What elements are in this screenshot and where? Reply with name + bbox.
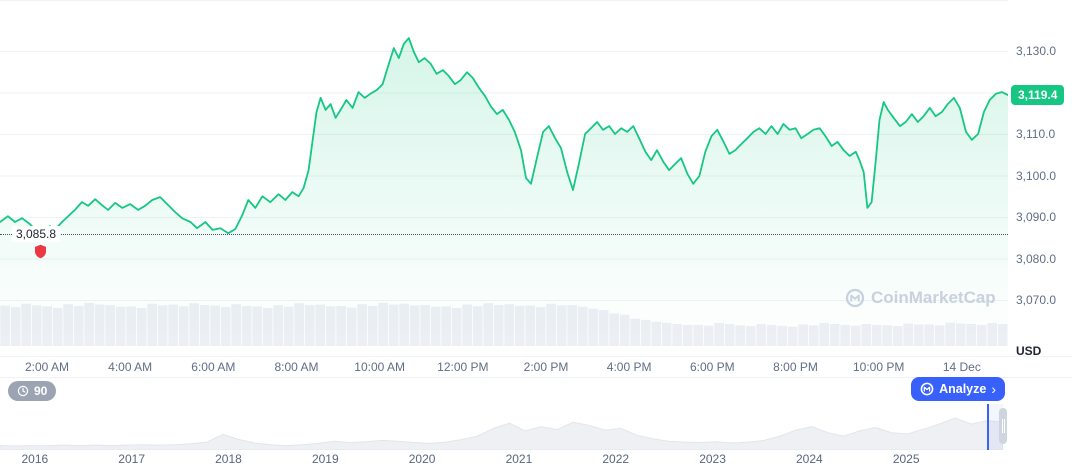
navigator-chart[interactable] [0,404,1003,450]
section-divider [0,377,1072,378]
y-axis[interactable]: 3,119.4 USD 3,130.0 3,110.0 3,100.0 3,090.0… [1008,0,1072,358]
navigator-area [0,417,1003,450]
analyze-button[interactable]: Analyze › [911,377,1005,401]
y-axis-label: 3,080.0 [1016,251,1057,266]
navigator-year-label: 2017 [118,452,145,466]
x-axis-label: 6:00 AM [191,360,236,374]
x-axis-label: 6:00 PM [689,360,735,374]
currency-label: USD [1016,344,1042,358]
navigator-year-label: 2022 [602,452,630,466]
navigator-year-label: 2024 [796,452,823,466]
price-line [0,37,1008,235]
navigator-year-label: 2023 [699,452,726,466]
x-axis-label: 4:00 PM [606,360,652,374]
navigator-year-label: 2020 [408,452,436,466]
watermark-text: CoinMarketCap [871,288,996,307]
x-axis-label: 2:00 PM [523,360,569,374]
x-axis-label: 4:00 AM [108,360,153,374]
reference-price-line [0,234,1008,236]
navigator-year-label: 2019 [311,452,339,466]
x-axis-label: 10:00 PM [852,360,905,374]
coinmarketcap-logo-icon [845,288,865,308]
current-price-badge: 3,119.4 [1011,84,1065,105]
navigator-year-labels: 2016 2017 2018 2019 2020 2021 2022 2023 2024 2025 [0,452,1008,468]
x-axis-label: 14 Dec [942,360,981,374]
x-axis-label: 2:00 AM [24,360,69,374]
y-axis-label: 3,130.0 [1016,44,1057,58]
y-axis-label: 3,070.0 [1016,293,1057,307]
navigator-year-label: 2021 [505,452,533,466]
y-axis-label: 3,100.0 [1016,168,1057,183]
y-axis-label: 3,090.0 [1016,210,1057,224]
x-axis[interactable]: 2:00 AM 4:00 AM 6:00 AM 8:00 AM 10:00 AM 12:0… [0,360,1008,376]
price-area [0,38,1008,346]
navigator-scrollbar-handle[interactable] [999,408,1007,444]
x-axis-label: 12:00 PM [437,360,489,374]
history-count: 90 [34,384,48,398]
price-chart[interactable]: 3,085.8 CoinMarketCap [0,0,1008,355]
axis-divider [0,356,1072,357]
x-axis-label: 8:00 AM [274,360,319,374]
analyze-label: Analyze [939,382,987,396]
watermark: CoinMarketCap [845,288,996,308]
navigator-year-label: 2025 [892,452,920,466]
history-clock-icon [17,385,29,397]
navigator-year-label: 2016 [21,452,49,466]
top-border [0,0,1072,1]
chevron-right-icon: › [991,381,996,397]
x-axis-label: 10:00 AM [354,360,405,374]
price-chart-canvas [0,37,1008,346]
alert-marker-icon[interactable] [34,244,47,259]
y-axis-label: 3,110.0 [1016,127,1056,141]
reference-price-label: 3,085.8 [12,226,61,243]
x-axis-label: 8:00 PM [773,360,818,374]
history-counter-badge[interactable]: 90 [8,381,57,401]
coinmarketcap-logo-icon [920,382,934,396]
navigator-year-label: 2018 [215,452,242,466]
